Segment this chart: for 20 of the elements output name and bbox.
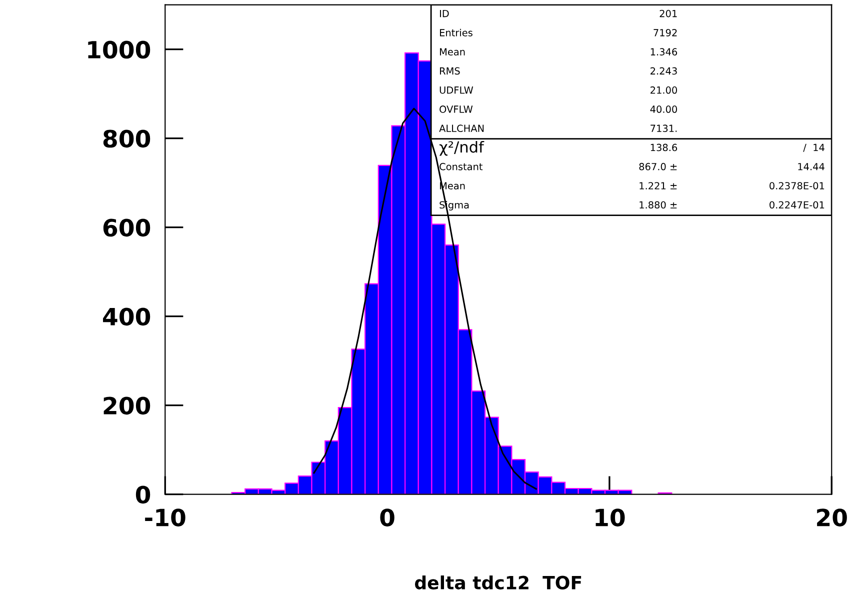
text: Entries 7192	[440, 28, 677, 36]
text: RMS 2.243	[440, 67, 677, 75]
y-tick-label: 400	[103, 308, 150, 326]
y-tick-label: 200	[104, 396, 150, 415]
x-tick-label: -10	[145, 508, 186, 526]
y-tick-label: 800	[103, 130, 150, 148]
y-tick-label: 1000	[88, 40, 150, 59]
text: OVFLW 40.00	[440, 106, 678, 113]
text: χ²/ndf 138.6 / 14	[439, 140, 824, 156]
text: ALLCHAN 7131.	[439, 124, 677, 132]
text: ID 201	[440, 10, 677, 18]
x-axis-title: delta tdc12 TOF	[414, 575, 582, 590]
x-tick-label: 20	[817, 508, 847, 526]
text: Constant 867.0 ± 14.44	[440, 162, 824, 170]
text: UDFLW 21.00	[440, 86, 678, 94]
x-tick-label: 0	[380, 508, 394, 526]
text: Mean 1.346	[440, 48, 678, 56]
x-tick-label: 10	[596, 508, 625, 526]
y-tick-label: 600	[103, 218, 150, 237]
y-tick-label: 0	[136, 486, 150, 504]
